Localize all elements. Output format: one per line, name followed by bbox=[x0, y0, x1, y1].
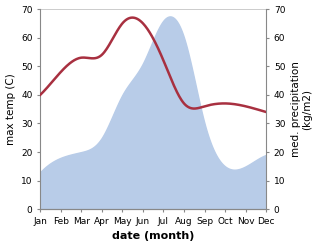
Y-axis label: max temp (C): max temp (C) bbox=[5, 73, 16, 145]
Y-axis label: med. precipitation
(kg/m2): med. precipitation (kg/m2) bbox=[291, 61, 313, 157]
X-axis label: date (month): date (month) bbox=[112, 231, 194, 242]
